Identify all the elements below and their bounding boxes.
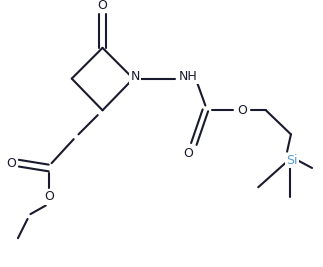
Text: O: O xyxy=(6,157,16,170)
Text: O: O xyxy=(44,190,54,203)
Text: N: N xyxy=(130,70,140,83)
Text: O: O xyxy=(183,147,193,160)
Text: Si: Si xyxy=(286,154,297,167)
Text: NH: NH xyxy=(179,70,197,83)
Text: O: O xyxy=(98,0,108,12)
Text: O: O xyxy=(237,104,247,117)
